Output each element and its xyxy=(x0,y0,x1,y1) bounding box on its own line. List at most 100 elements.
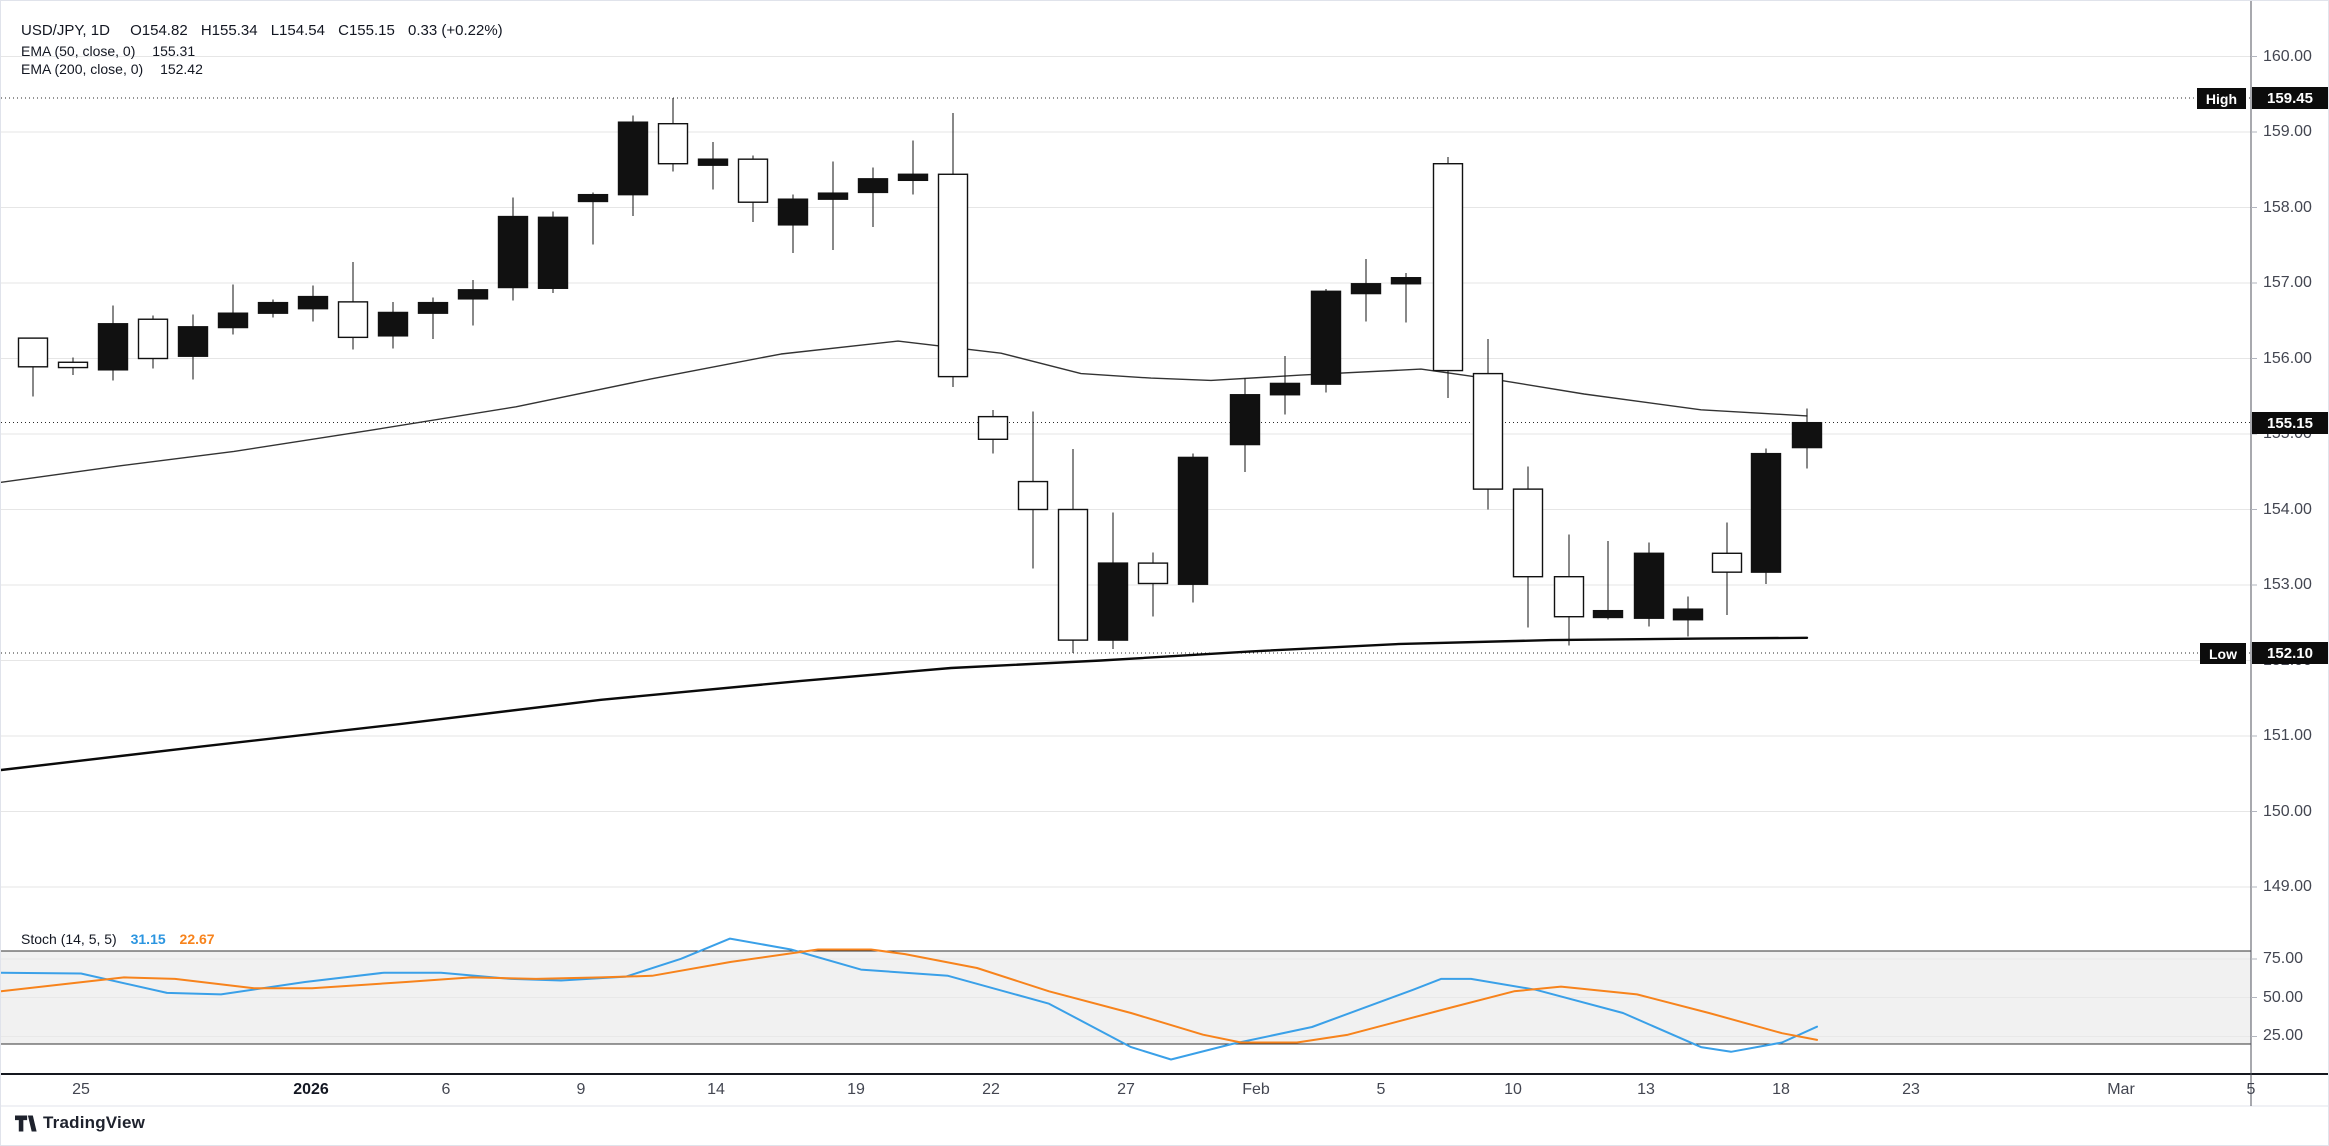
price-axis-label: 160.00 xyxy=(2263,47,2312,65)
ema200-legend[interactable]: EMA (200, close, 0) 152.42 xyxy=(21,61,212,77)
high-label-text: High xyxy=(2205,90,2237,107)
candle-down xyxy=(1472,372,1504,490)
high-price-badge: 159.45 xyxy=(2252,87,2328,109)
price-axis-area[interactable] xyxy=(2252,1,2328,1073)
time-axis-label: 13 xyxy=(1637,1081,1655,1098)
ohlc-high: H155.34 xyxy=(200,22,258,39)
time-axis-label: 14 xyxy=(707,1081,725,1098)
time-axis-label: 2026 xyxy=(293,1081,329,1098)
candle-up xyxy=(457,289,489,300)
ema50-label: EMA (50, close, 0) xyxy=(21,43,136,59)
candle-down xyxy=(1017,480,1049,511)
candle-up xyxy=(1177,456,1209,585)
candle-up xyxy=(1350,283,1382,295)
candle-up xyxy=(1672,608,1704,621)
ema200-value: 152.42 xyxy=(160,61,203,77)
price-axis-label: 157.00 xyxy=(2263,274,2312,291)
candle-up xyxy=(537,216,569,289)
candle-up xyxy=(1633,552,1665,619)
candle-up xyxy=(97,323,129,371)
candle-up xyxy=(177,326,209,357)
low-label-badge: Low xyxy=(2200,643,2246,664)
time-axis-label: 18 xyxy=(1772,1081,1790,1098)
last-price-badge: 155.15 xyxy=(2252,412,2328,434)
time-axis-label: 27 xyxy=(1117,1081,1135,1098)
candle-up xyxy=(617,121,649,196)
price-axis-label: 153.00 xyxy=(2263,576,2312,593)
time-axis-label: Mar xyxy=(2107,1081,2135,1098)
candle-up xyxy=(417,301,449,314)
candle-down xyxy=(1711,552,1743,573)
ema200-label: EMA (200, close, 0) xyxy=(21,61,144,77)
candle-up xyxy=(1791,421,1823,449)
time-axis-label: 25 xyxy=(72,1081,90,1098)
candle-down xyxy=(137,318,169,360)
candle-down xyxy=(1553,575,1585,618)
last-price-text: 155.15 xyxy=(2267,414,2313,432)
price-axis-label: 156.00 xyxy=(2263,349,2312,367)
stoch-label: Stoch (14, 5, 5) xyxy=(21,931,117,947)
time-axis-label: Feb xyxy=(1242,1081,1270,1098)
symbol-legend[interactable]: USD/JPY, 1D O154.82 H155.34 L154.54 C155… xyxy=(21,22,512,39)
stoch-axis-label: 25.00 xyxy=(2263,1027,2304,1045)
price-axis-label: 154.00 xyxy=(2263,500,2312,518)
time-axis-area[interactable] xyxy=(1,1074,2328,1106)
candle-up xyxy=(1269,382,1301,396)
ema50-legend[interactable]: EMA (50, close, 0) 155.31 xyxy=(21,43,204,59)
candle-up xyxy=(697,158,729,166)
candle-up xyxy=(297,295,329,310)
tradingview-logo[interactable]: TradingView xyxy=(15,1113,145,1133)
candle-down xyxy=(937,173,969,378)
time-axis-label: 10 xyxy=(1504,1081,1522,1098)
low-price-badge: 152.10 xyxy=(2252,642,2328,664)
low-price-text: 152.10 xyxy=(2267,644,2313,662)
ohlc-close: C155.15 xyxy=(338,22,395,39)
price-axis-label: 151.00 xyxy=(2263,727,2312,744)
price-axis-label: 150.00 xyxy=(2263,802,2312,820)
stoch-legend[interactable]: Stoch (14, 5, 5) 31.15 22.67 xyxy=(21,931,215,947)
candle-up xyxy=(1310,290,1342,385)
ohlc-change: 0.33 (+0.22%) xyxy=(408,22,503,39)
candle-down xyxy=(1057,508,1089,641)
time-axis-label: 19 xyxy=(847,1081,865,1098)
candle-down xyxy=(1137,562,1169,585)
time-axis-label: 5 xyxy=(2246,1081,2256,1098)
candle-up xyxy=(497,215,529,289)
tradingview-logo-text: TradingView xyxy=(43,1113,146,1132)
high-label-badge: High xyxy=(2196,88,2246,109)
candle-up xyxy=(377,311,409,337)
candle-down xyxy=(737,158,769,203)
candle-down xyxy=(657,122,689,165)
high-price-text: 159.45 xyxy=(2267,89,2313,107)
candle-up xyxy=(1592,609,1624,619)
ohlc-low: L154.54 xyxy=(270,22,325,39)
stoch-k-value: 31.15 xyxy=(130,931,166,947)
time-axis-label: 5 xyxy=(1376,1081,1386,1098)
candle-down xyxy=(1432,163,1464,372)
stoch-d-value: 22.67 xyxy=(179,931,215,947)
candle-up xyxy=(1229,394,1261,446)
candle-up xyxy=(817,192,849,200)
candle-down xyxy=(57,361,89,369)
candle-up xyxy=(217,312,249,329)
candle-down xyxy=(337,301,369,339)
price-axis-label: 149.00 xyxy=(2263,878,2312,895)
ema50-value: 155.31 xyxy=(152,43,196,59)
candle-up xyxy=(257,301,289,314)
price-axis-label: 158.00 xyxy=(2263,198,2312,216)
candle-down xyxy=(17,337,49,368)
candle-up xyxy=(857,178,889,194)
candle-up xyxy=(1390,277,1422,285)
stoch-axis-label: 75.00 xyxy=(2263,949,2304,967)
candle-up xyxy=(777,198,809,226)
candle-down xyxy=(1512,488,1544,578)
time-axis-label: 6 xyxy=(441,1081,451,1098)
ohlc-open: O154.82 xyxy=(130,22,188,39)
time-axis-label: 23 xyxy=(1902,1081,1920,1098)
price-axis-label: 159.00 xyxy=(2263,123,2312,140)
time-axis-label: 22 xyxy=(982,1081,1000,1098)
time-axis-label: 9 xyxy=(576,1081,586,1098)
candle-up xyxy=(577,193,609,203)
